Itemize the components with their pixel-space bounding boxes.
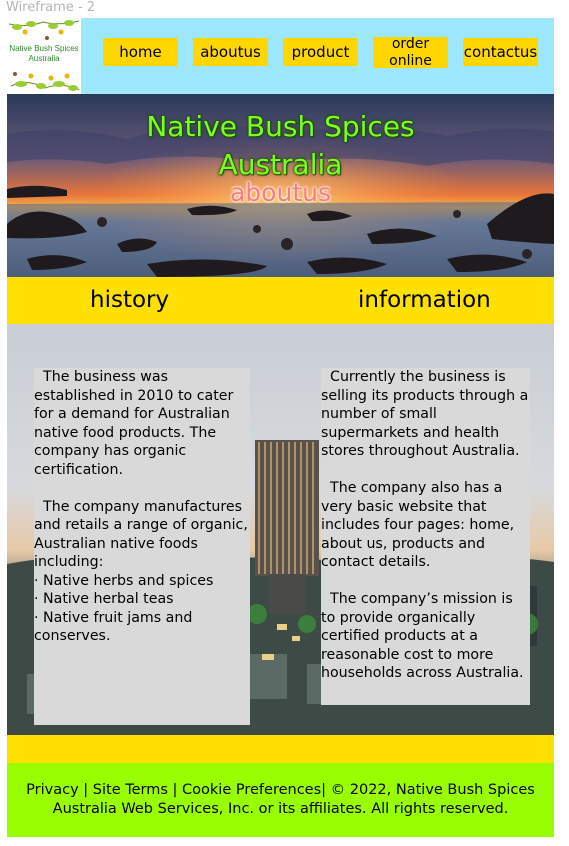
logo-text-line2: Australia bbox=[28, 54, 60, 63]
nav-product-button[interactable]: product bbox=[283, 38, 358, 66]
nav-home-button[interactable]: home bbox=[103, 38, 178, 66]
hero-title-line1: Native Bush Spices bbox=[146, 110, 415, 143]
header: Native Bush Spices Australia home aboutu… bbox=[7, 18, 554, 94]
history-heading: history bbox=[90, 287, 170, 313]
logo-text-line1: Native Bush Spices bbox=[9, 44, 79, 53]
content-section: The business was established in 2010 to … bbox=[7, 324, 554, 735]
logo[interactable]: Native Bush Spices Australia bbox=[7, 18, 81, 94]
information-heading: information bbox=[358, 287, 491, 313]
information-panel: Currently the business is selling its pr… bbox=[321, 368, 530, 705]
hero-title-line2: Australia bbox=[218, 148, 343, 181]
section-header-band: history information bbox=[7, 277, 554, 324]
hero-banner: Native Bush Spices Australia aboutus bbox=[7, 94, 554, 277]
nav-order-online-button[interactable]: order online bbox=[373, 36, 448, 69]
nav-contactus-button[interactable]: contactus bbox=[463, 38, 538, 66]
hero-subtitle: aboutus bbox=[229, 178, 331, 207]
information-text: Currently the business is selling its pr… bbox=[321, 369, 529, 681]
footer: Privacy | Site Terms | Cookie Preference… bbox=[7, 763, 554, 837]
footer-links-line: Privacy | Site Terms | Cookie Preference… bbox=[26, 781, 535, 800]
footer-separator: | bbox=[167, 782, 183, 798]
sunset-beach-image bbox=[7, 94, 554, 277]
copyright-text: | © 2022, Native Bush Spices bbox=[321, 782, 535, 798]
site-terms-link[interactable]: Site Terms bbox=[92, 782, 168, 798]
privacy-link[interactable]: Privacy bbox=[26, 782, 79, 798]
history-text: The business was established in 2010 to … bbox=[34, 369, 248, 644]
footer-divider-band bbox=[7, 735, 554, 763]
footer-separator: | bbox=[78, 782, 93, 798]
frame-label: Wireframe - 2 bbox=[6, 0, 96, 15]
history-panel: The business was established in 2010 to … bbox=[34, 368, 250, 725]
copyright-line2: Australia Web Services, Inc. or its affi… bbox=[52, 801, 509, 817]
cookie-preferences-link[interactable]: Cookie Preferences bbox=[182, 782, 322, 798]
leaf-illustration-icon bbox=[8, 20, 80, 91]
nav-aboutus-button[interactable]: aboutus bbox=[193, 38, 268, 66]
